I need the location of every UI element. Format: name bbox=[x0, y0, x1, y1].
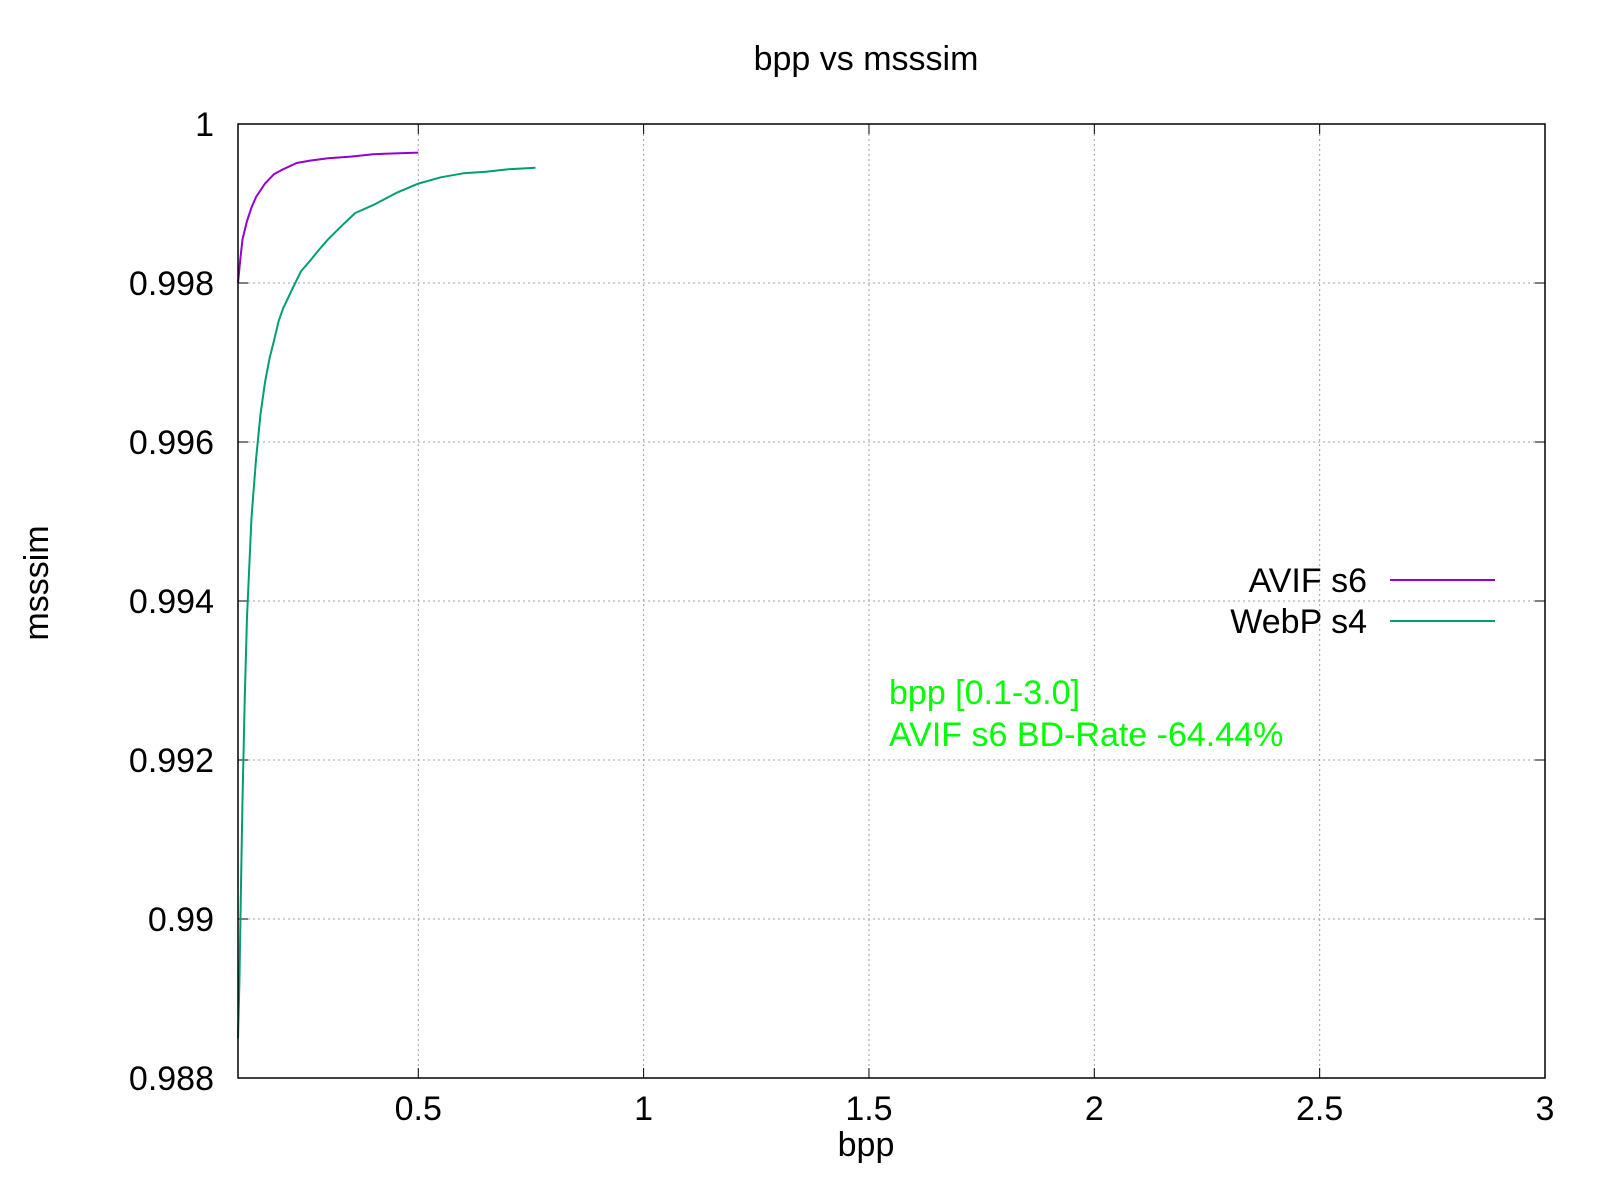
chart-title: bpp vs msssim bbox=[754, 40, 979, 78]
x-tick-label: 0.5 bbox=[395, 1090, 442, 1128]
plot-frame bbox=[237, 123, 1546, 1079]
series-line-avif-s6 bbox=[237, 151, 419, 284]
series-lines bbox=[237, 151, 536, 1039]
y-tick-label: 0.994 bbox=[129, 583, 214, 621]
y-tick-label: 0.998 bbox=[129, 265, 214, 303]
x-tick-label: 1.5 bbox=[845, 1090, 892, 1128]
annotations: bpp [0.1-3.0] AVIF s6 BD-Rate -64.44% bbox=[889, 674, 1283, 754]
x-tick-label: 2 bbox=[1085, 1090, 1104, 1128]
y-tick-label: 0.992 bbox=[129, 742, 214, 780]
x-tick-label: 3 bbox=[1536, 1090, 1555, 1128]
y-tick-label: 0.99 bbox=[148, 901, 214, 939]
x-axis-label: bpp bbox=[838, 1126, 895, 1164]
annotation-text: AVIF s6 BD-Rate -64.44% bbox=[889, 716, 1283, 754]
y-tick-label: 0.996 bbox=[129, 424, 214, 462]
legend-label-avif-s6: AVIF s6 bbox=[1249, 562, 1367, 600]
grid bbox=[238, 124, 1545, 1078]
y-tick-label: 0.988 bbox=[129, 1060, 214, 1098]
series-line-webp-s4 bbox=[237, 166, 536, 1039]
x-tick-label: 1 bbox=[634, 1090, 653, 1128]
y-axis-label: msssim bbox=[18, 525, 56, 640]
x-tick-label: 2.5 bbox=[1296, 1090, 1343, 1128]
y-tick-label: 1 bbox=[195, 106, 214, 144]
legend-label-webp-s4: WebP s4 bbox=[1230, 603, 1367, 641]
tick-labels: 0.5 1 1.5 2 2.5 3 0.988 0.99 0.992 0.994 0.996 0.99… bbox=[129, 106, 1555, 1128]
annotation-text: bpp [0.1-3.0] bbox=[889, 674, 1080, 712]
